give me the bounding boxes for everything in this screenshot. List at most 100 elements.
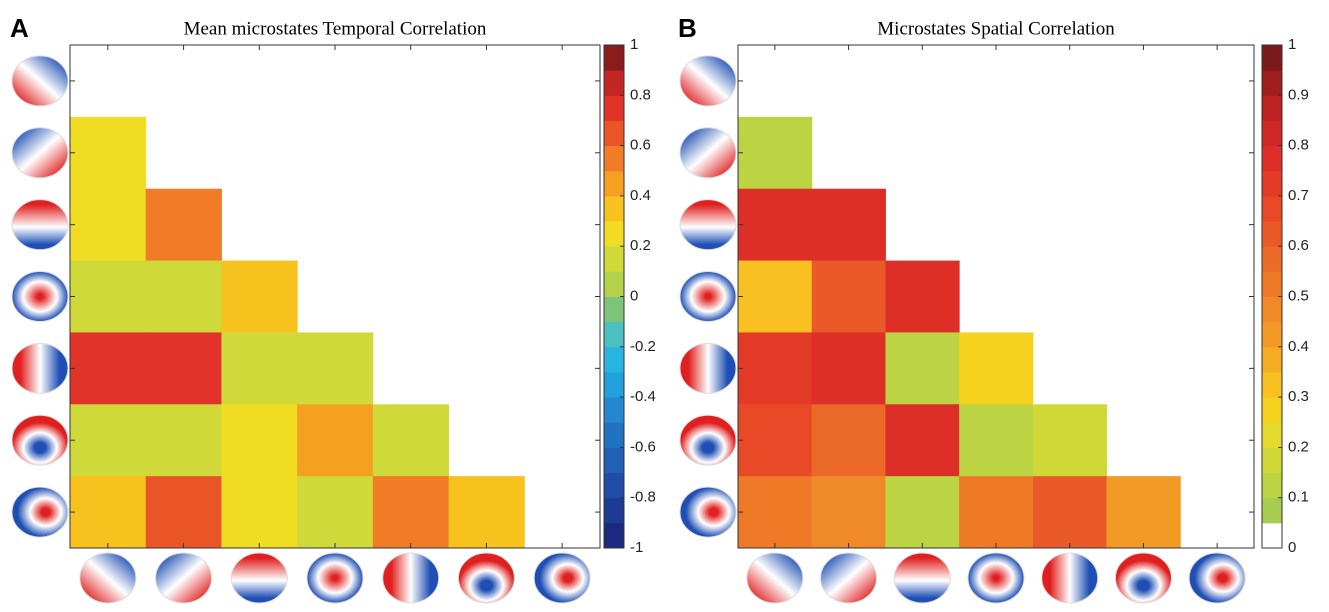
colorbar-bin bbox=[604, 523, 624, 549]
topography-head bbox=[156, 553, 212, 603]
colorbar-bin bbox=[604, 271, 624, 297]
colorbar-tick-label: 0.1 bbox=[1288, 489, 1309, 506]
chart-title: Microstates Spatial Correlation bbox=[877, 18, 1115, 39]
heatmap-cell bbox=[146, 476, 222, 548]
colorbar-bin bbox=[604, 221, 624, 247]
heatmap-cell bbox=[812, 261, 886, 333]
colorbar-bin bbox=[1262, 221, 1282, 247]
colorbar-tick-label: 0.8 bbox=[630, 86, 651, 103]
colorbar-tick-label: -0.4 bbox=[630, 388, 656, 405]
colorbar-bin bbox=[1262, 95, 1282, 121]
topography-head bbox=[458, 553, 514, 603]
heatmap-cell bbox=[70, 261, 146, 333]
heatmap-cell bbox=[70, 332, 146, 404]
topography-head bbox=[12, 415, 68, 465]
colorbar-bin bbox=[1262, 146, 1282, 172]
colorbar-bin bbox=[1262, 297, 1282, 323]
heatmap-cell bbox=[297, 332, 373, 404]
heatmap-cell bbox=[221, 261, 297, 333]
heatmap-cell bbox=[959, 332, 1033, 404]
heatmap-cell bbox=[738, 117, 812, 189]
heatmap-cell bbox=[297, 476, 373, 548]
colorbar-bin bbox=[604, 473, 624, 499]
colorbar-bin bbox=[1262, 196, 1282, 222]
topography-head bbox=[680, 200, 736, 250]
topography-head bbox=[80, 553, 136, 603]
heatmap-cell bbox=[70, 404, 146, 476]
figure: -1-0.8-0.6-0.4-0.200.20.40.60.81AMean mi… bbox=[0, 0, 1329, 607]
heatmap-cell bbox=[885, 404, 959, 476]
colorbar-bin bbox=[1262, 70, 1282, 96]
chart-title: Mean microstates Temporal Correlation bbox=[184, 18, 487, 39]
heatmap-cell bbox=[146, 189, 222, 261]
colorbar-tick-label: 0.4 bbox=[1288, 338, 1309, 355]
heatmap-cell bbox=[959, 404, 1033, 476]
colorbar-tick-label: 0 bbox=[630, 287, 638, 304]
colorbar-tick-label: 0.7 bbox=[1288, 187, 1309, 204]
heatmap-cell bbox=[738, 404, 812, 476]
colorbar-bin bbox=[1262, 498, 1282, 524]
heatmap-cell bbox=[70, 189, 146, 261]
colorbar-bin bbox=[1262, 523, 1282, 549]
heatmap-cell bbox=[812, 189, 886, 261]
topography-head bbox=[747, 553, 803, 603]
colorbar-bin bbox=[1262, 397, 1282, 423]
colorbar-tick-label: 0.3 bbox=[1288, 388, 1309, 405]
colorbar-bin bbox=[604, 120, 624, 146]
colorbar-bin bbox=[1262, 271, 1282, 297]
colorbar-bin bbox=[604, 171, 624, 197]
heatmap-cell bbox=[959, 476, 1033, 548]
heatmap-cell bbox=[1033, 476, 1107, 548]
colorbar-bin bbox=[1262, 246, 1282, 272]
topography-head bbox=[1042, 553, 1098, 603]
colorbar-tick-label: 0.4 bbox=[630, 187, 651, 204]
topography-head bbox=[383, 553, 439, 603]
colorbar-bin bbox=[1262, 45, 1282, 71]
heatmap-cell bbox=[297, 404, 373, 476]
topography-head bbox=[680, 343, 736, 393]
heatmap-cell bbox=[221, 476, 297, 548]
colorbar-bin bbox=[604, 246, 624, 272]
topography-head bbox=[1189, 553, 1245, 603]
heatmap-cell bbox=[1033, 404, 1107, 476]
topography-head bbox=[821, 553, 877, 603]
colorbar-bin bbox=[604, 196, 624, 222]
heatmap-cell bbox=[812, 404, 886, 476]
heatmap-cell bbox=[449, 476, 525, 548]
colorbar-bin bbox=[1262, 422, 1282, 448]
topography-head bbox=[12, 56, 68, 106]
heatmap-cell bbox=[738, 189, 812, 261]
colorbar-tick-label: 0.2 bbox=[1288, 438, 1309, 455]
topography-head bbox=[1115, 553, 1171, 603]
topography-head bbox=[680, 272, 736, 322]
colorbar-bin bbox=[604, 146, 624, 172]
colorbar-bin bbox=[1262, 473, 1282, 499]
colorbar-bin bbox=[604, 95, 624, 121]
colorbar-tick-label: -0.6 bbox=[630, 438, 656, 455]
colorbar-tick-label: 0.8 bbox=[1288, 137, 1309, 154]
panel-label: A bbox=[10, 13, 29, 43]
colorbar-bin bbox=[1262, 447, 1282, 473]
colorbar-bin bbox=[604, 372, 624, 398]
colorbar-bin bbox=[1262, 347, 1282, 373]
colorbar-tick-label: 0 bbox=[1288, 539, 1296, 556]
colorbar-bin bbox=[604, 297, 624, 323]
colorbar-bin bbox=[604, 422, 624, 448]
heatmap-cell bbox=[812, 332, 886, 404]
topography-head bbox=[12, 128, 68, 178]
topography-head bbox=[12, 200, 68, 250]
colorbar-tick-label: -0.8 bbox=[630, 489, 656, 506]
topography-head bbox=[680, 128, 736, 178]
colorbar-bin bbox=[1262, 322, 1282, 348]
heatmap-cell bbox=[146, 404, 222, 476]
heatmap-cell bbox=[738, 476, 812, 548]
colorbar-tick-label: 1 bbox=[1288, 36, 1296, 53]
heatmap-cell bbox=[1107, 476, 1181, 548]
colorbar-bin bbox=[604, 498, 624, 524]
colorbar-bin bbox=[604, 347, 624, 373]
heatmap-cell bbox=[373, 476, 449, 548]
colorbar-bin bbox=[604, 447, 624, 473]
colorbar-bin bbox=[604, 322, 624, 348]
heatmap-cell bbox=[885, 476, 959, 548]
heatmap-cell bbox=[373, 404, 449, 476]
